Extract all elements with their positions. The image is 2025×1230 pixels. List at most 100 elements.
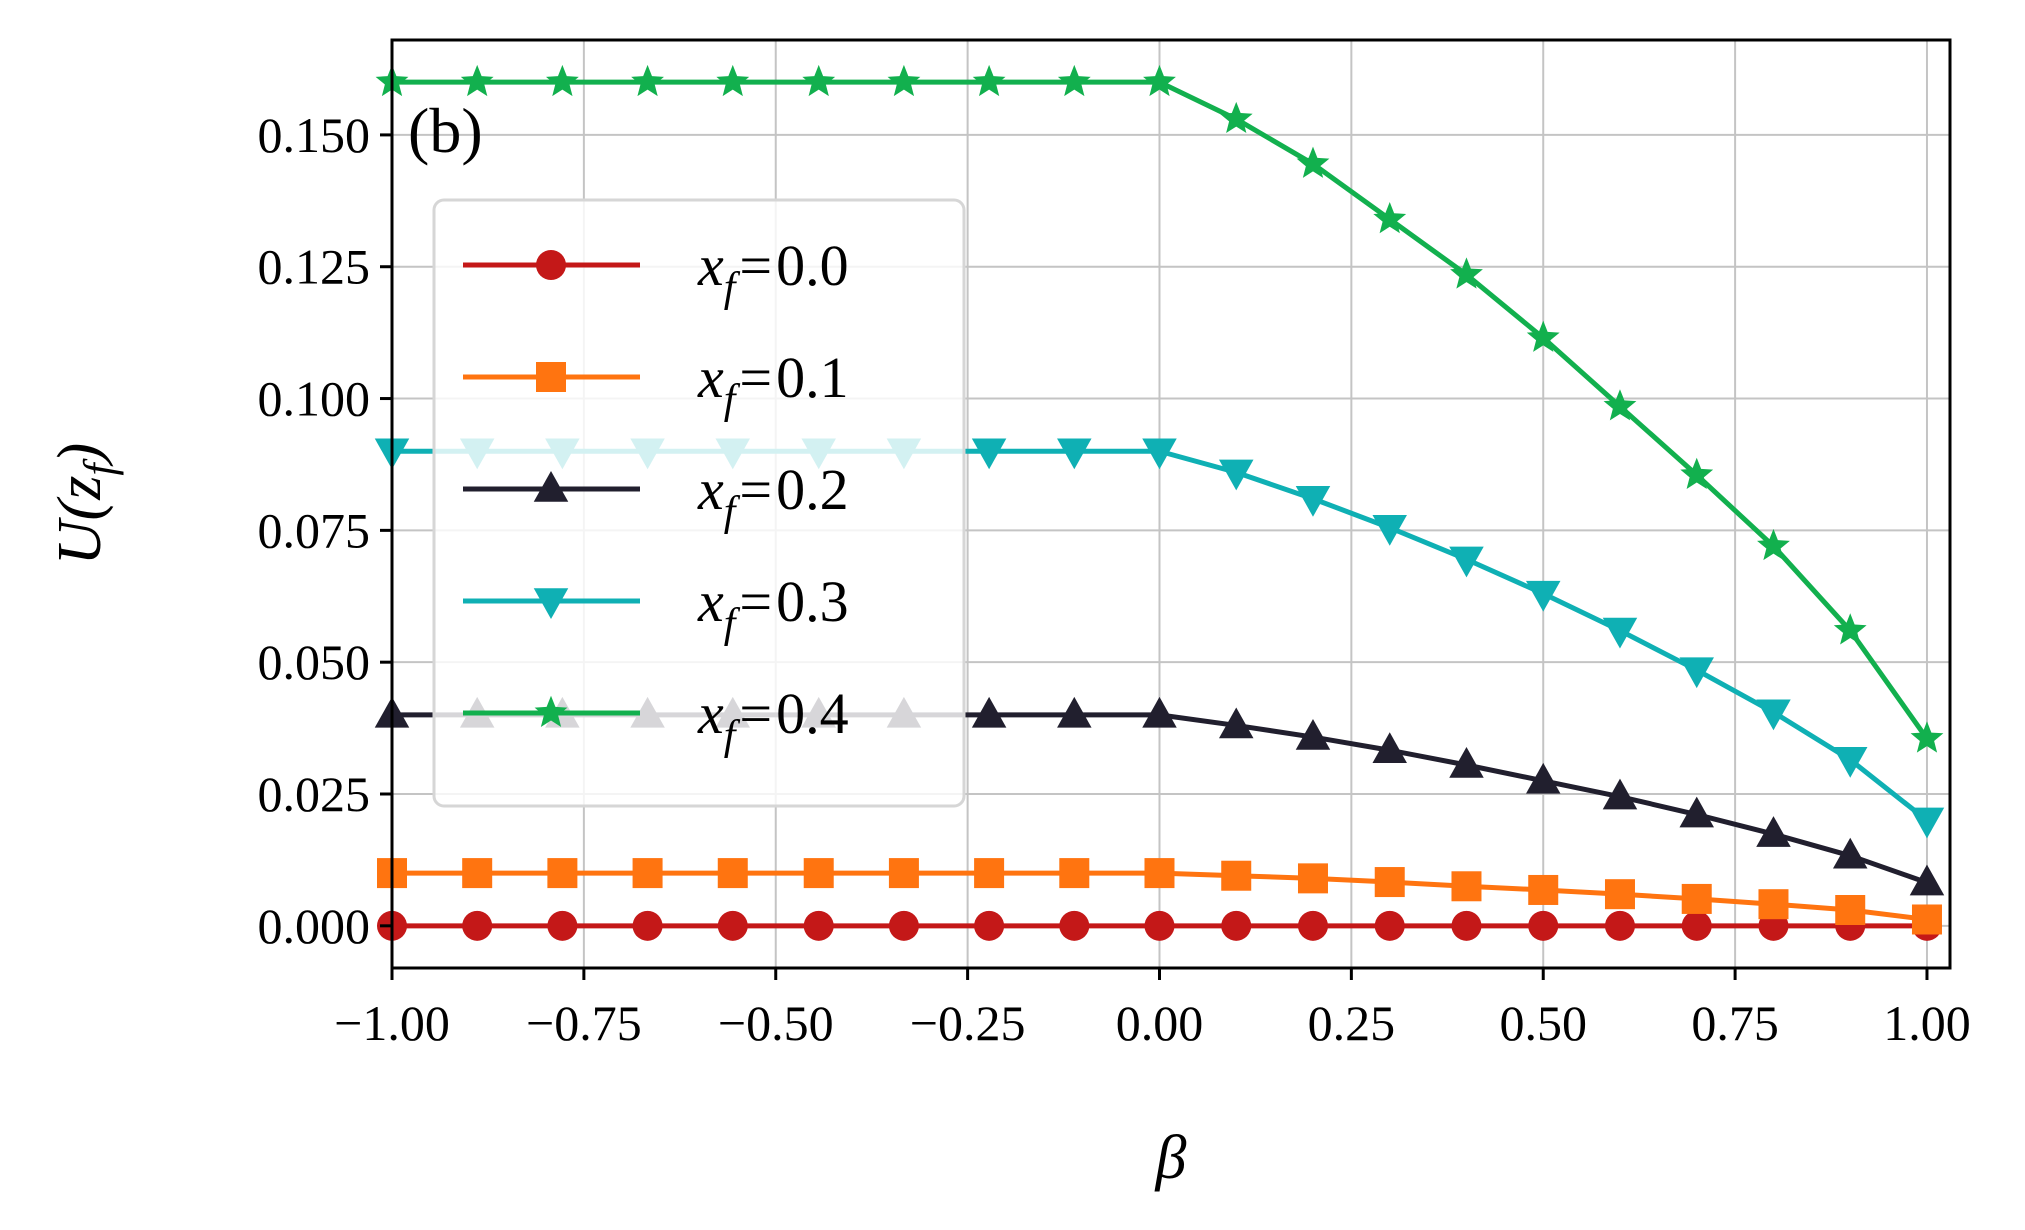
legend-label-0: xf=0.0 [697, 233, 849, 311]
data-point-4-3 [631, 64, 664, 97]
x-tick-label-3: −0.25 [910, 995, 1026, 1051]
y-axis-label-main: U(z [46, 476, 114, 566]
data-point-4-19 [1910, 721, 1944, 753]
data-point-2-10 [1218, 707, 1254, 739]
legend-marker-3 [533, 588, 569, 619]
series-line-4 [392, 79, 1930, 741]
data-point-0-2 [547, 910, 578, 941]
data-point-3-18 [1832, 746, 1868, 778]
data-point-4-1 [460, 64, 494, 97]
x-tick-label-5: 0.25 [1308, 995, 1396, 1051]
data-point-1-17 [1758, 889, 1789, 920]
data-point-2-18 [1832, 837, 1868, 869]
x-tick-label-7: 0.75 [1691, 995, 1779, 1051]
y-tick-label-3: 0.075 [258, 502, 371, 558]
data-point-1-16 [1681, 883, 1712, 914]
legend-item-3: xf=0.3 [463, 569, 849, 647]
data-point-1-9 [1144, 858, 1175, 889]
data-point-1-19 [1911, 904, 1942, 935]
data-point-2-8 [1057, 696, 1092, 728]
y-tick-label-1: 0.025 [258, 766, 371, 822]
data-point-0-16 [1681, 910, 1712, 941]
x-axis-label: β [1155, 1124, 1187, 1192]
x-tick-label-0: −1.00 [334, 995, 450, 1051]
data-point-1-3 [632, 858, 663, 889]
data-point-2-15 [1602, 778, 1638, 810]
data-point-0-15 [1604, 910, 1635, 941]
legend-marker-4 [534, 695, 568, 727]
data-point-2-19 [1909, 864, 1945, 896]
data-point-4-9 [1143, 64, 1176, 97]
data-point-1-6 [888, 858, 919, 889]
data-point-3-7 [971, 438, 1007, 470]
data-point-1-12 [1374, 867, 1405, 898]
data-point-0-4 [717, 910, 748, 941]
legend-label-3: xf=0.3 [697, 569, 849, 647]
data-point-0-12 [1374, 910, 1405, 941]
y-tick-label-4: 0.100 [258, 371, 371, 427]
x-tick-label-4: 0.00 [1116, 995, 1204, 1051]
data-point-3-12 [1372, 514, 1407, 546]
data-point-1-1 [462, 858, 493, 889]
data-point-4-18 [1833, 613, 1867, 645]
data-point-3-16 [1679, 657, 1714, 689]
y-tick-label-5: 0.125 [258, 239, 371, 295]
x-tick-label-6: 0.50 [1499, 995, 1587, 1051]
data-point-4-2 [545, 64, 579, 97]
series-0 [377, 910, 1942, 941]
x-tick-label-1: −0.75 [526, 995, 642, 1051]
data-point-2-7 [971, 696, 1007, 728]
data-point-3-10 [1218, 459, 1254, 491]
data-point-3-13 [1449, 546, 1484, 578]
data-point-2-14 [1525, 762, 1561, 794]
data-point-4-5 [802, 64, 836, 97]
data-point-2-11 [1295, 719, 1331, 750]
data-point-3-14 [1525, 580, 1561, 612]
data-point-3-8 [1057, 438, 1092, 470]
data-point-3-15 [1602, 617, 1638, 649]
data-point-0-13 [1451, 910, 1482, 941]
data-point-3-19 [1909, 807, 1945, 839]
data-point-1-13 [1451, 871, 1482, 902]
data-point-3-17 [1756, 699, 1791, 731]
data-point-2-16 [1679, 796, 1714, 828]
data-point-4-15 [1603, 389, 1637, 421]
x-tick-label-8: 1.00 [1883, 995, 1971, 1051]
data-point-3-9 [1142, 438, 1177, 470]
data-point-0-6 [888, 910, 919, 941]
data-point-4-16 [1680, 457, 1714, 489]
data-point-0-3 [632, 910, 663, 941]
legend-box [432, 198, 966, 808]
data-point-0-1 [462, 910, 493, 941]
data-point-1-5 [803, 858, 834, 889]
y-axis-label-close: ) [46, 443, 114, 467]
data-point-2-9 [1142, 696, 1177, 728]
data-point-4-7 [972, 64, 1006, 97]
data-point-0-14 [1528, 910, 1559, 941]
data-point-4-10 [1219, 101, 1253, 134]
data-point-1-8 [1059, 858, 1090, 889]
legend-label-4: xf=0.4 [697, 681, 849, 759]
plot-area-frame [390, 38, 1952, 970]
data-point-1-4 [717, 858, 748, 889]
data-point-0-11 [1297, 910, 1328, 941]
legend-marker-0 [536, 250, 566, 280]
panel-label: (b) [408, 95, 483, 166]
data-point-2-17 [1756, 816, 1791, 847]
data-point-1-7 [974, 858, 1005, 889]
data-point-0-8 [1059, 910, 1090, 941]
x-tick-label-2: −0.50 [718, 995, 834, 1051]
y-tick-label-0: 0.000 [258, 898, 371, 954]
legend-label-2: xf=0.2 [697, 457, 849, 535]
series-1 [377, 858, 1942, 935]
data-point-1-10 [1221, 860, 1252, 891]
data-point-1-2 [547, 858, 578, 889]
data-point-4-13 [1450, 257, 1483, 289]
data-point-0-9 [1144, 910, 1175, 941]
legend-item-0: xf=0.0 [463, 233, 849, 311]
data-point-4-17 [1757, 528, 1790, 561]
data-point-0-5 [803, 910, 834, 941]
data-point-4-8 [1057, 64, 1091, 97]
data-point-4-6 [887, 64, 921, 97]
